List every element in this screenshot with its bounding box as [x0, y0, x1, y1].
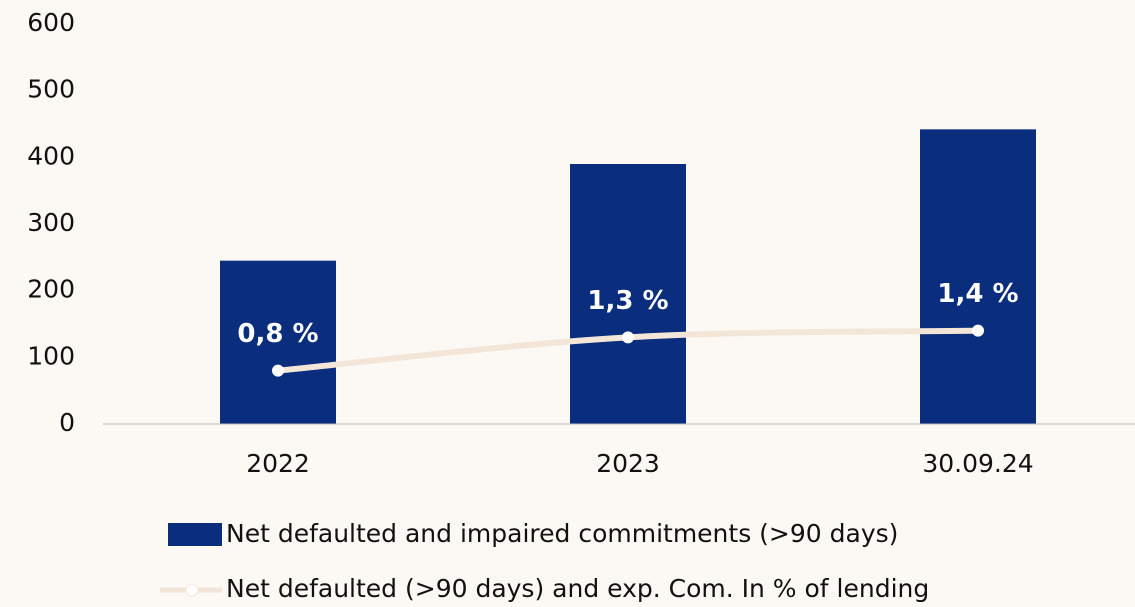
- legend-label: Net defaulted (>90 days) and exp. Com. I…: [226, 574, 929, 603]
- legend-label: Net defaulted and impaired commitments (…: [226, 519, 898, 548]
- line-point: [622, 331, 634, 344]
- x-tick-label: 2022: [246, 449, 310, 478]
- x-tick-label: 30.09.24: [922, 449, 1033, 478]
- bar: [920, 129, 1036, 425]
- line-point: [272, 364, 284, 377]
- y-tick-label: 0: [59, 408, 75, 437]
- legend-swatch: [168, 523, 222, 546]
- data-label: 1,3 %: [587, 286, 668, 316]
- y-tick-label: 300: [27, 208, 75, 237]
- data-label: 1,4 %: [937, 279, 1018, 309]
- data-label: 0,8 %: [237, 319, 318, 349]
- y-tick-label: 100: [27, 341, 75, 370]
- bar: [570, 164, 686, 424]
- line-point: [972, 324, 984, 337]
- y-tick-label: 500: [27, 75, 75, 104]
- y-tick-label: 400: [27, 141, 75, 170]
- bar: [220, 260, 336, 424]
- y-tick-label: 200: [27, 275, 75, 304]
- y-tick-label: 600: [27, 8, 75, 37]
- legend-swatch: [185, 583, 199, 597]
- x-tick-label: 2023: [596, 449, 660, 478]
